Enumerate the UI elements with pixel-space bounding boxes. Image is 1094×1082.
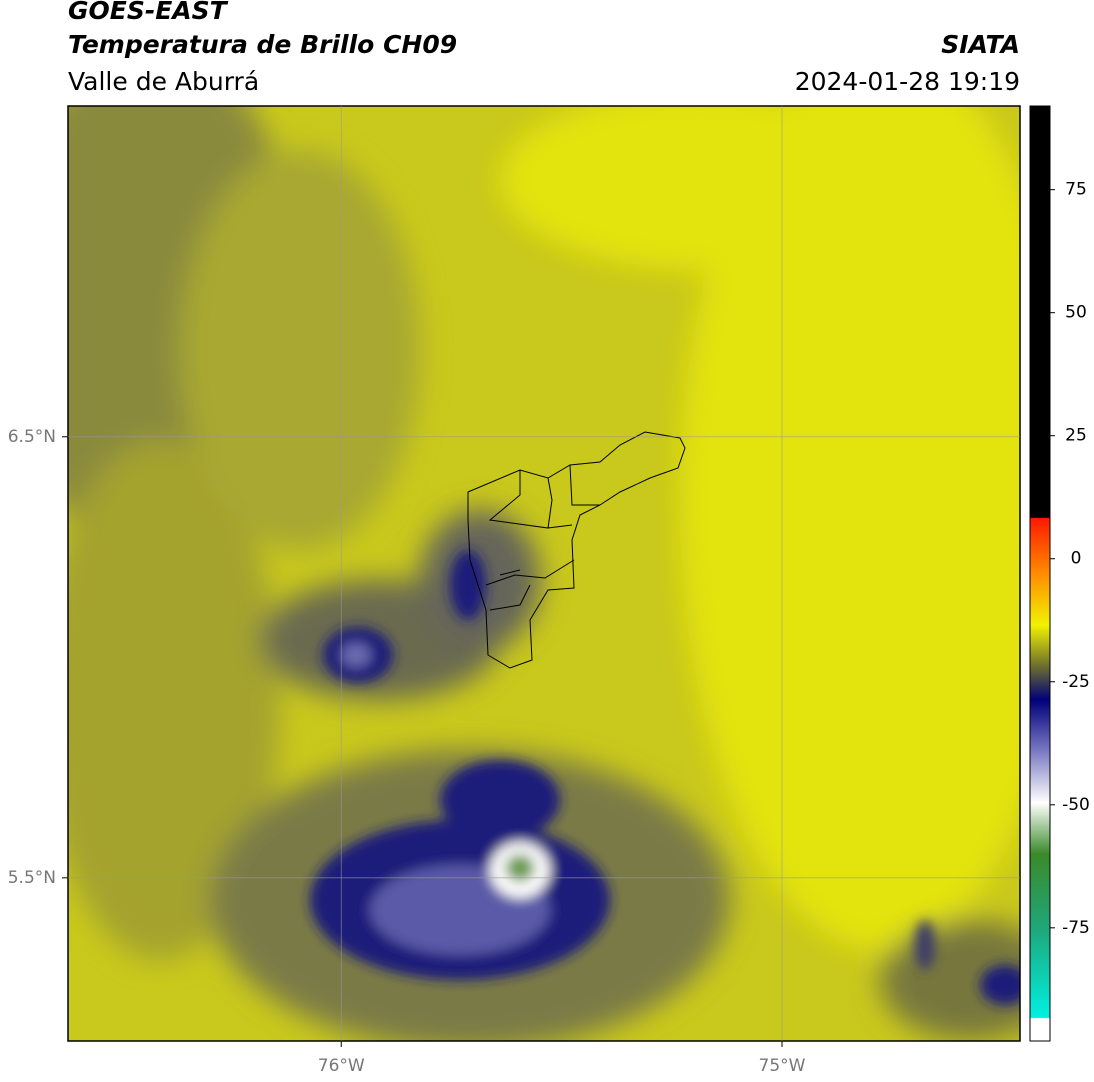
x-tick-label: 75°W [759, 1056, 806, 1076]
y-tick-label: 5.5°N [8, 868, 56, 888]
map-frame [67, 105, 1021, 1042]
colorbar-tick-label: -75 [1062, 918, 1090, 938]
y-tick-label: 6.5°N [8, 427, 56, 447]
colorbar-tick-label: 25 [1065, 426, 1087, 446]
colorbar-tick-label: -25 [1062, 672, 1090, 692]
colorbar [1029, 105, 1051, 1042]
subtitle: Temperatura de Brillo CH09 [68, 30, 457, 59]
region: Valle de Aburrá [68, 67, 259, 96]
x-tick-label: 76°W [318, 1056, 365, 1076]
satellite-image [68, 106, 1020, 1041]
timestamp: 2024-01-28 19:19 [795, 67, 1020, 96]
title: GOES-EAST [68, 0, 229, 25]
colorbar-tick-label: -50 [1062, 795, 1090, 815]
source: SIATA [941, 30, 1020, 59]
boundaries [467, 431, 686, 669]
colorbar-tick-label: 50 [1065, 303, 1087, 323]
colorbar-tick-label: 0 [1071, 549, 1082, 569]
colorbar-tick-label: 75 [1065, 180, 1087, 200]
